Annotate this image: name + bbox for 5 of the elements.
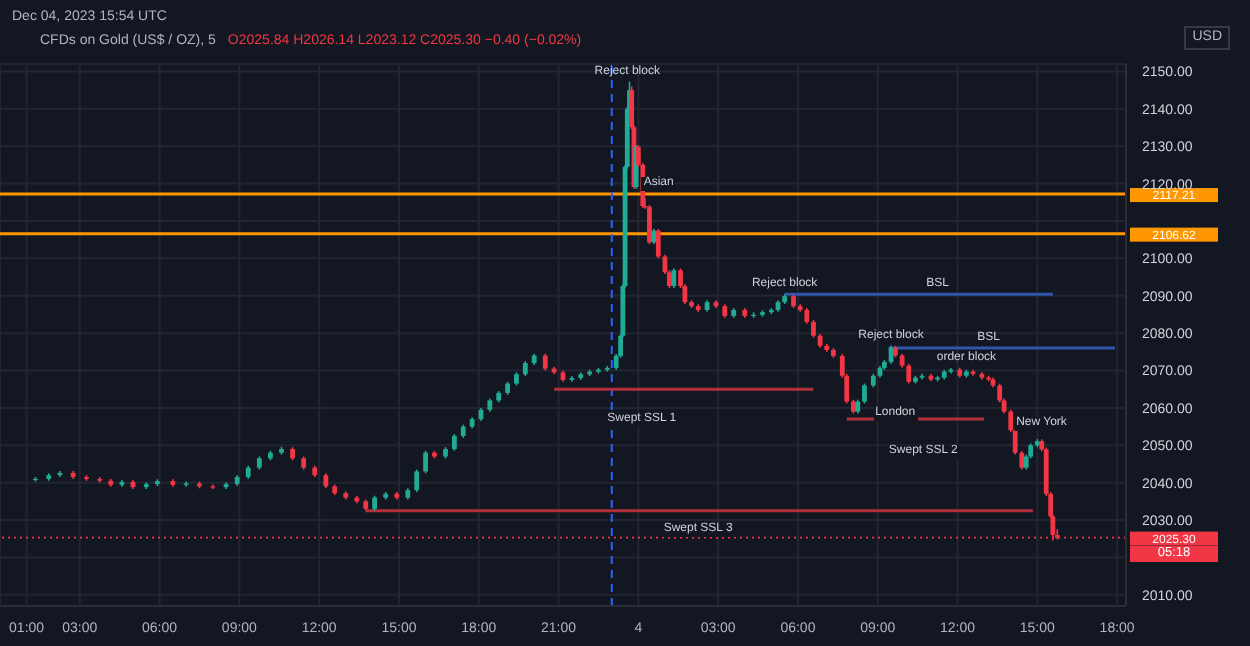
candlestick bbox=[906, 362, 912, 385]
candlestick bbox=[671, 267, 677, 289]
candlestick bbox=[414, 468, 420, 493]
candlestick bbox=[862, 382, 867, 405]
candlestick bbox=[423, 450, 428, 475]
